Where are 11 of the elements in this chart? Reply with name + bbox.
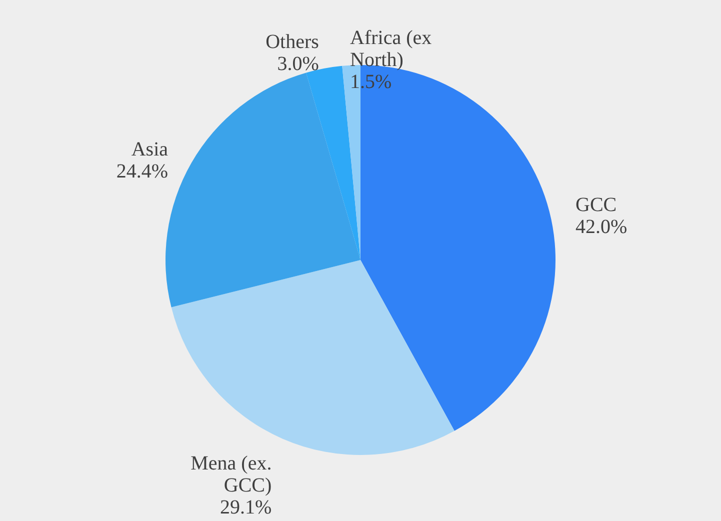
data-label: 3.0% [277,52,319,75]
slice-label: Asia [131,138,168,160]
slice-label: Mena (ex. GCC) [190,452,272,496]
slice-label: Africa (ex North) [350,27,432,72]
pie-slice [171,260,454,455]
data-label: 1.5% [350,71,392,94]
data-label: 24.4% [116,160,168,182]
slice-label: Others [266,30,320,53]
slice-label: GCC [576,194,617,216]
data-label: 42.0% [576,216,628,238]
data-label: 29.1% [220,496,272,518]
